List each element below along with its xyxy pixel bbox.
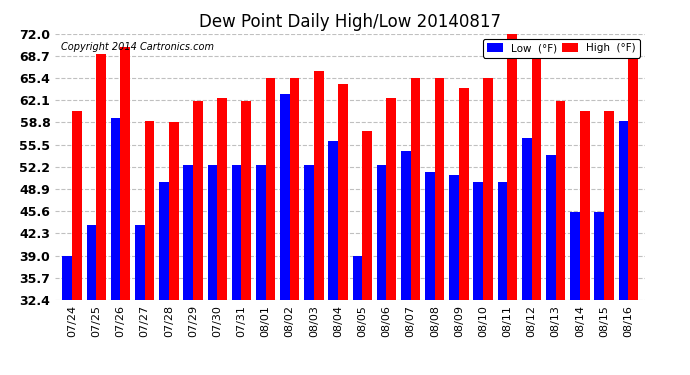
Bar (377, 165, 386, 300)
Bar (425, 172, 435, 300)
Bar (217, 98, 227, 300)
Bar (266, 78, 275, 300)
Bar (121, 47, 130, 300)
Bar (546, 155, 555, 300)
Bar (159, 182, 169, 300)
Bar (411, 78, 420, 300)
Bar (111, 118, 121, 300)
Bar (435, 78, 444, 300)
Legend: Low  (°F), High  (°F): Low (°F), High (°F) (483, 39, 640, 57)
Bar (280, 94, 290, 300)
Bar (290, 78, 299, 300)
Bar (604, 111, 613, 300)
Bar (97, 54, 106, 300)
Bar (522, 138, 531, 300)
Bar (594, 212, 604, 300)
Bar (63, 256, 72, 300)
Bar (256, 165, 266, 300)
Bar (483, 78, 493, 300)
Bar (555, 101, 565, 300)
Bar (580, 111, 589, 300)
Title: Dew Point Daily High/Low 20140817: Dew Point Daily High/Low 20140817 (199, 13, 501, 31)
Bar (401, 152, 411, 300)
Bar (628, 57, 638, 300)
Bar (72, 111, 82, 300)
Bar (497, 182, 507, 300)
Bar (459, 87, 469, 300)
Bar (208, 165, 217, 300)
Bar (386, 98, 396, 300)
Bar (338, 84, 348, 300)
Bar (570, 212, 580, 300)
Bar (314, 71, 324, 300)
Bar (241, 101, 251, 300)
Bar (531, 57, 541, 300)
Bar (449, 175, 459, 300)
Bar (507, 34, 517, 300)
Bar (618, 121, 628, 300)
Bar (232, 165, 241, 300)
Bar (87, 225, 97, 300)
Bar (169, 123, 179, 300)
Bar (304, 165, 314, 300)
Text: Copyright 2014 Cartronics.com: Copyright 2014 Cartronics.com (61, 42, 214, 52)
Bar (328, 141, 338, 300)
Bar (184, 165, 193, 300)
Bar (362, 131, 372, 300)
Bar (473, 182, 483, 300)
Bar (145, 121, 155, 300)
Bar (353, 256, 362, 300)
Bar (135, 225, 145, 300)
Bar (193, 101, 203, 300)
